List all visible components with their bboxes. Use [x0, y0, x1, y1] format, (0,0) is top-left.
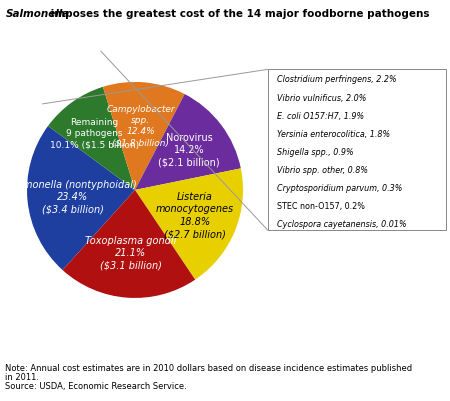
Text: STEC non-O157, 0.2%: STEC non-O157, 0.2% [277, 202, 364, 211]
Text: Vibrio spp. other, 0.8%: Vibrio spp. other, 0.8% [277, 166, 368, 174]
Text: Listeria
monocytogenes
18.8%
($2.7 billion): Listeria monocytogenes 18.8% ($2.7 billi… [156, 192, 234, 239]
Text: Cryptosporidium parvum, 0.3%: Cryptosporidium parvum, 0.3% [277, 184, 402, 192]
Text: Toxoplasma gondii
21.1%
($3.1 billion): Toxoplasma gondii 21.1% ($3.1 billion) [85, 235, 176, 270]
Wedge shape [103, 83, 184, 190]
FancyBboxPatch shape [268, 70, 446, 231]
Text: Remaining
9 pathogens
10.1% ($1.5 billion): Remaining 9 pathogens 10.1% ($1.5 billio… [50, 118, 139, 149]
Text: Campylobacter
spp.
12.4%
($1.8 billion): Campylobacter spp. 12.4% ($1.8 billion) [106, 105, 175, 147]
Wedge shape [48, 87, 135, 190]
Text: Norovirus
14.2%
($2.1 billion): Norovirus 14.2% ($2.1 billion) [158, 132, 220, 167]
Text: E. coli O157:H7, 1.9%: E. coli O157:H7, 1.9% [277, 111, 364, 120]
Wedge shape [135, 169, 243, 280]
Text: Cyclospora cayetanensis, 0.01%: Cyclospora cayetanensis, 0.01% [277, 220, 406, 229]
Text: Salmonella: Salmonella [5, 9, 70, 19]
Text: in 2011.: in 2011. [5, 372, 40, 381]
Wedge shape [27, 127, 135, 270]
Wedge shape [135, 95, 241, 190]
Text: Note: Annual cost estimates are in 2010 dollars based on disease incidence estim: Note: Annual cost estimates are in 2010 … [5, 363, 413, 372]
Wedge shape [63, 190, 195, 298]
Text: Clostridium perfringens, 2.2%: Clostridium perfringens, 2.2% [277, 75, 396, 84]
Text: Source: USDA, Economic Research Service.: Source: USDA, Economic Research Service. [5, 381, 187, 390]
Text: Shigella spp., 0.9%: Shigella spp., 0.9% [277, 148, 353, 156]
Text: Vibrio vulnificus, 2.0%: Vibrio vulnificus, 2.0% [277, 93, 366, 102]
Text: Salmonella (nontyphoidal)
23.4%
($3.4 billion): Salmonella (nontyphoidal) 23.4% ($3.4 bi… [8, 179, 137, 214]
Text: imposes the greatest cost of the 14 major foodborne pathogens: imposes the greatest cost of the 14 majo… [47, 9, 429, 19]
Text: Yersinia enterocolitica, 1.8%: Yersinia enterocolitica, 1.8% [277, 130, 390, 138]
